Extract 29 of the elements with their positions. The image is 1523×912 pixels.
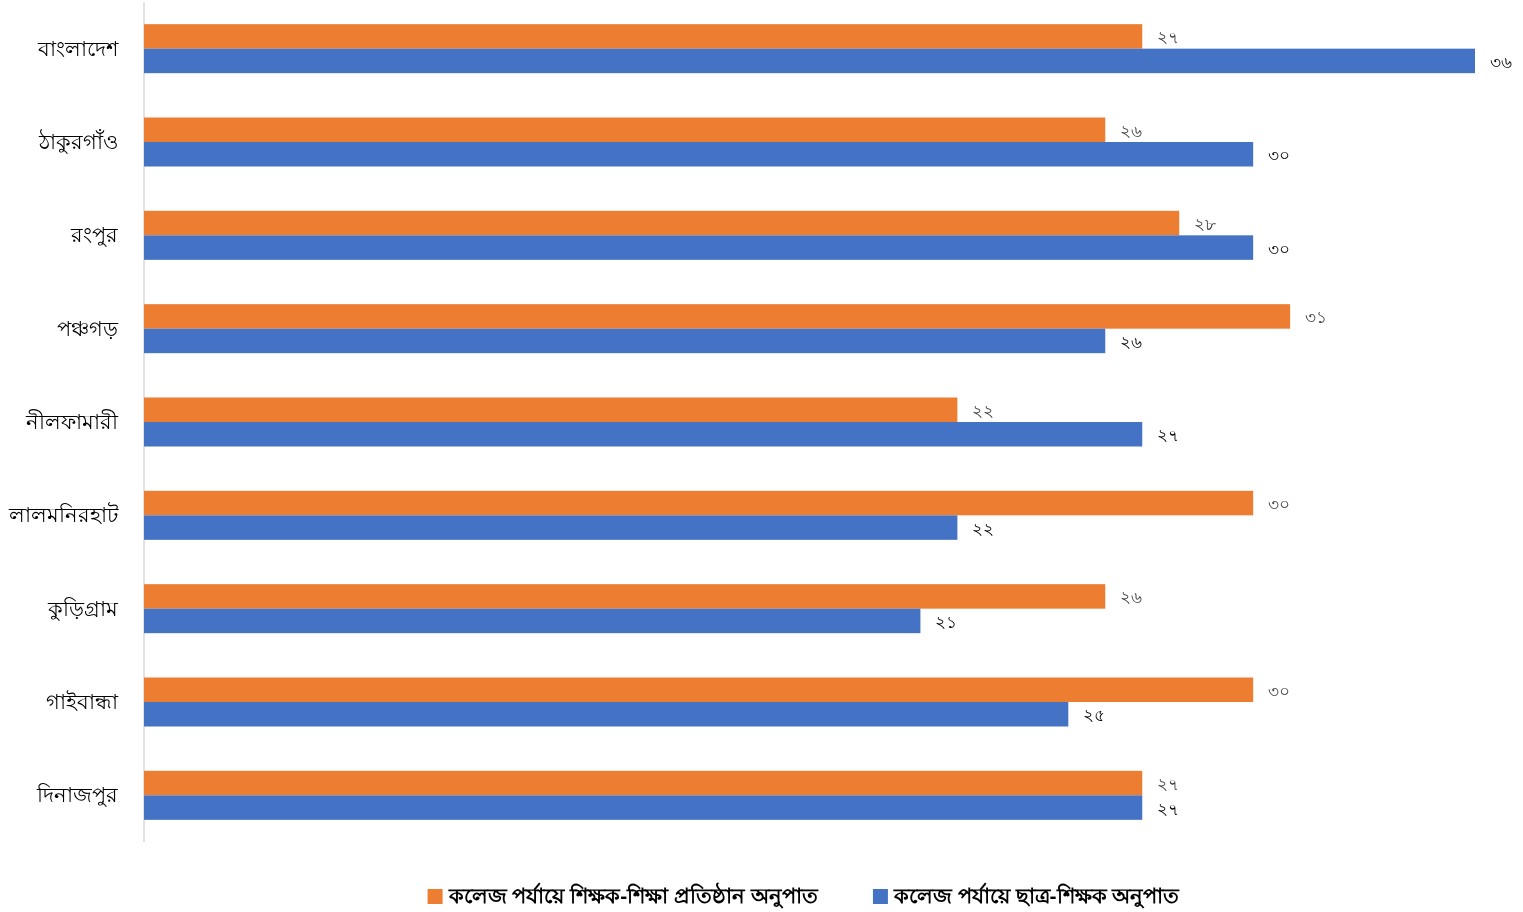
data-label: ২২ [972, 519, 995, 539]
y-tick-label: নীলফামারী [25, 409, 119, 433]
y-tick-label: ঠাকুরগাঁও [38, 129, 118, 154]
data-label: ৩০ [1268, 239, 1291, 259]
data-label: ৩০ [1268, 681, 1291, 701]
y-tick-label: গাইবান্ধা [46, 690, 119, 713]
data-label: ২৮ [1194, 215, 1217, 235]
y-tick-label: কুড়িগ্রাম [47, 596, 118, 621]
y-tick-label: দিনাজপুর [36, 783, 118, 808]
legend-label: কলেজ পর্যায়ে ছাত্র-শিক্ষক অনুপাত [892, 882, 1181, 909]
data-label: ২২ [972, 401, 995, 421]
y-tick-label: পঞ্চগড় [57, 316, 119, 340]
data-label: ২৬ [1120, 121, 1143, 141]
data-label: ২৭ [1157, 775, 1180, 795]
data-label: ২৬ [1120, 332, 1143, 352]
y-tick-label: বাংলাদেশ [37, 36, 119, 60]
data-label: ৩৬ [1490, 52, 1512, 72]
y-tick-label: লালমনিরহাট [8, 502, 119, 527]
data-label: ২৭ [1157, 28, 1180, 48]
data-label: ৩১ [1305, 308, 1328, 328]
legend-label: কলেজ পর্যায়ে শিক্ষক-শিক্ষা প্রতিষ্ঠান অনুপাত [447, 882, 819, 909]
data-label: ২৫ [1083, 706, 1106, 726]
data-label: ২৭ [1157, 799, 1180, 819]
data-label: ৩০ [1268, 146, 1291, 166]
data-label: ২৭ [1157, 426, 1180, 446]
data-label: ২১ [935, 612, 958, 632]
data-label: ৩০ [1268, 495, 1291, 515]
y-tick-label: রংপুর [70, 223, 118, 248]
data-label: ২৬ [1120, 588, 1143, 608]
